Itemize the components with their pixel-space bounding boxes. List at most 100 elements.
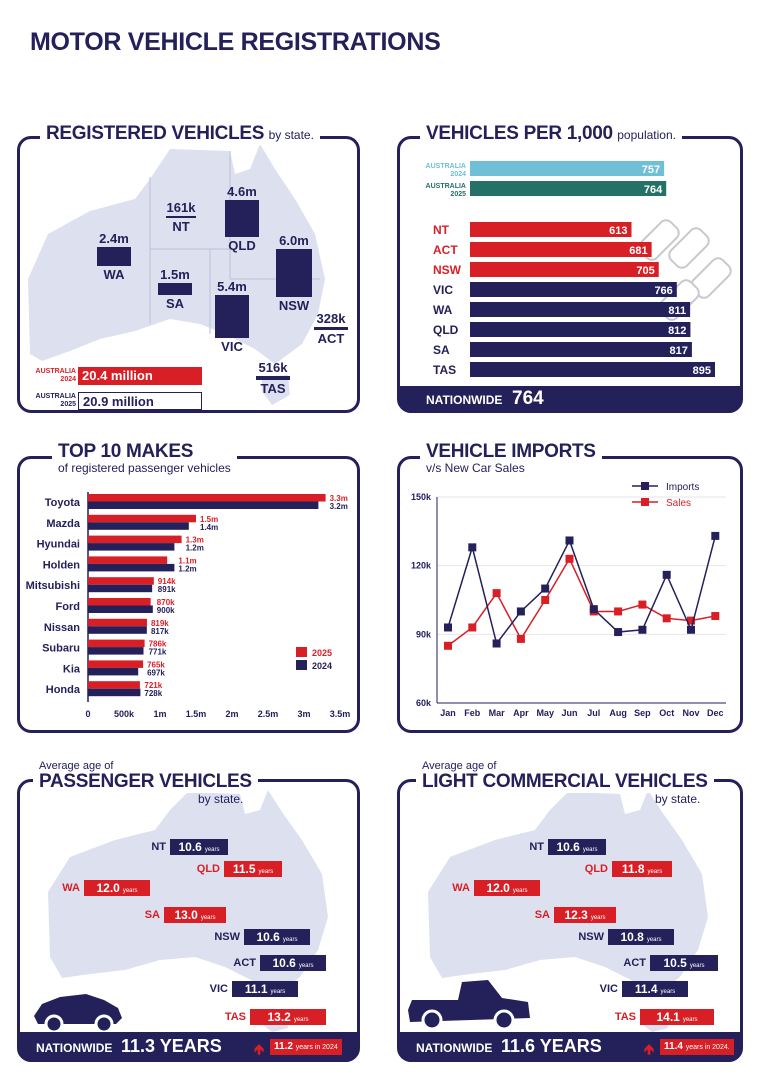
age-years-word: years bbox=[512, 888, 528, 894]
aus_2024-label: AUSTRALIA 2024 bbox=[426, 163, 467, 178]
lcv-pre-title: Average age of bbox=[422, 760, 497, 772]
imports-point bbox=[492, 639, 501, 648]
imports-x-tick: Jun bbox=[561, 708, 577, 718]
make-label: Honda bbox=[46, 684, 81, 696]
age-value: 10.6 bbox=[256, 930, 280, 944]
imports-x-tick: Aug bbox=[609, 708, 627, 718]
state-bar bbox=[225, 200, 259, 237]
vehicles-per-1000-subtitle: population. bbox=[617, 128, 676, 142]
make-label: Toyota bbox=[45, 497, 81, 509]
age-value-box: 11.1 years bbox=[232, 981, 298, 997]
make-label: Mitsubishi bbox=[26, 580, 80, 592]
make-value-2024: 1.2m bbox=[186, 544, 204, 553]
imports-x-tick: Apr bbox=[513, 708, 529, 718]
lcv-prev-box: 11.4 years in 2024. bbox=[660, 1039, 734, 1055]
per1000-state-value: 811 bbox=[668, 305, 686, 317]
state-marker-sa: 1.5m SA bbox=[138, 267, 212, 311]
light_commercial-state-vic: VIC 11.4 years bbox=[560, 981, 688, 997]
per1000-state-value: 705 bbox=[636, 265, 654, 277]
aus_2024-bar bbox=[470, 161, 665, 176]
sales-point bbox=[516, 634, 525, 643]
lcv-up-arrow-icon: 🡹 bbox=[644, 1041, 655, 1057]
legend-imports-label: Imports bbox=[666, 482, 699, 493]
age-value: 11.5 bbox=[232, 862, 256, 876]
light_commercial-state-tas: TAS 14.1 years bbox=[590, 1009, 714, 1025]
sales-point bbox=[541, 596, 550, 604]
age-years-word: years bbox=[200, 915, 216, 921]
sales-point bbox=[638, 600, 647, 609]
aus-2024-label: AUSTRALIA 2024 bbox=[35, 368, 76, 383]
passenger-state-act: ACT 10.6 years bbox=[202, 955, 326, 971]
age-years-word: years bbox=[647, 869, 663, 875]
make-bar-2024 bbox=[88, 688, 141, 697]
makes-x-tick: 0 bbox=[85, 709, 90, 719]
state-value: 1.5m bbox=[160, 267, 190, 282]
imports-x-tick: Mar bbox=[489, 708, 506, 718]
vehicles-per-1000-title: VEHICLES PER 1,000 bbox=[426, 123, 613, 144]
state-value: 2.4m bbox=[99, 231, 129, 246]
imports-x-tick: Dec bbox=[707, 708, 724, 718]
make-value-2025: 870k bbox=[157, 598, 175, 607]
age-state-name: TAS bbox=[224, 1011, 246, 1023]
legend-2024-label: 2024 bbox=[312, 661, 332, 671]
state-bar bbox=[215, 295, 249, 339]
per1000-state-label: TAS bbox=[433, 363, 456, 377]
imports-x-tick: Jan bbox=[440, 708, 456, 718]
make-bar-2025 bbox=[88, 660, 144, 668]
per1000-state-label: NT bbox=[433, 223, 450, 237]
make-bar-2024 bbox=[88, 626, 147, 634]
age-value: 12.3 bbox=[564, 908, 588, 922]
age-state-name: SA bbox=[144, 909, 160, 921]
make-bar-2025 bbox=[88, 681, 140, 689]
makes-x-tick: 2.5m bbox=[258, 709, 279, 719]
state-value: 5.4m bbox=[217, 279, 247, 294]
imports-x-tick: Feb bbox=[464, 708, 481, 718]
per1000-state-label: SA bbox=[433, 343, 450, 357]
age-state-name: ACT bbox=[233, 957, 256, 969]
light_commercial-state-nt: NT 10.6 years bbox=[498, 839, 606, 855]
state-value: 4.6m bbox=[227, 184, 257, 199]
australia-map-shape bbox=[28, 144, 325, 364]
light-commercial-age-panel: NT 10.6 years QLD 11.8 years WA 12.0 years SA 12.3… bbox=[397, 779, 743, 1062]
make-bar-2024 bbox=[88, 667, 139, 676]
age-value-box: 11.5 years bbox=[224, 861, 282, 877]
per1000-state-bar bbox=[470, 282, 677, 297]
vehicles-per-1000-panel: AUSTRALIA 2024 757 AUSTRALIA 2025 764 NT 613 ACT… bbox=[397, 136, 743, 413]
passenger-state-tas: TAS 13.2 years bbox=[220, 1009, 326, 1025]
per1000-state-bar bbox=[470, 222, 632, 237]
make-bar-2024 bbox=[88, 584, 153, 593]
aus_2025-label: AUSTRALIA 2025 bbox=[426, 183, 467, 198]
passenger-state-wa: WA 12.0 years bbox=[30, 880, 150, 896]
imports-y-tick: 60k bbox=[416, 698, 432, 708]
state-marker-qld: 4.6m QLD bbox=[205, 184, 279, 253]
sales-point bbox=[565, 554, 574, 563]
per1000-state-bar bbox=[470, 262, 659, 277]
age-years-word: years bbox=[682, 1017, 698, 1023]
sales-point bbox=[444, 641, 452, 650]
passenger-nationwide-value: 11.3 YEARS bbox=[121, 1036, 222, 1056]
top-makes-title: TOP 10 MAKES bbox=[58, 441, 194, 462]
registered-vehicles-subtitle: by state. bbox=[268, 128, 314, 142]
vehicle-imports-panel: 150k 120k 90k 60k Jan Feb Mar Apr May Jun Jul Aug Se… bbox=[397, 456, 743, 733]
make-label: Ford bbox=[56, 601, 80, 613]
make-value-2025: 1.3m bbox=[186, 536, 204, 545]
passenger-state-sa: SA 13.0 years bbox=[120, 907, 226, 923]
imports-point bbox=[614, 628, 623, 637]
state-name: NT bbox=[172, 219, 190, 234]
imports-point bbox=[565, 536, 574, 545]
age-state-name: WA bbox=[62, 882, 80, 894]
makes-x-tick: 3m bbox=[297, 709, 310, 719]
age-value-box: 10.6 years bbox=[548, 839, 606, 855]
age-value: 10.8 bbox=[620, 930, 644, 944]
imports-line bbox=[447, 535, 717, 646]
age-state-name: TAS bbox=[614, 1011, 636, 1023]
age-state-name: NSW bbox=[578, 931, 604, 943]
makes-x-tick: 1.5m bbox=[186, 709, 207, 719]
passenger-subtitle: by state. bbox=[198, 792, 244, 806]
legend-sales-label: Sales bbox=[666, 498, 691, 509]
sales-point bbox=[614, 607, 623, 616]
vehicle-imports-subtitle: v/s New Car Sales bbox=[426, 461, 525, 475]
nationwide-label: NATIONWIDE bbox=[426, 393, 503, 407]
make-value-2024: 891k bbox=[158, 585, 176, 594]
